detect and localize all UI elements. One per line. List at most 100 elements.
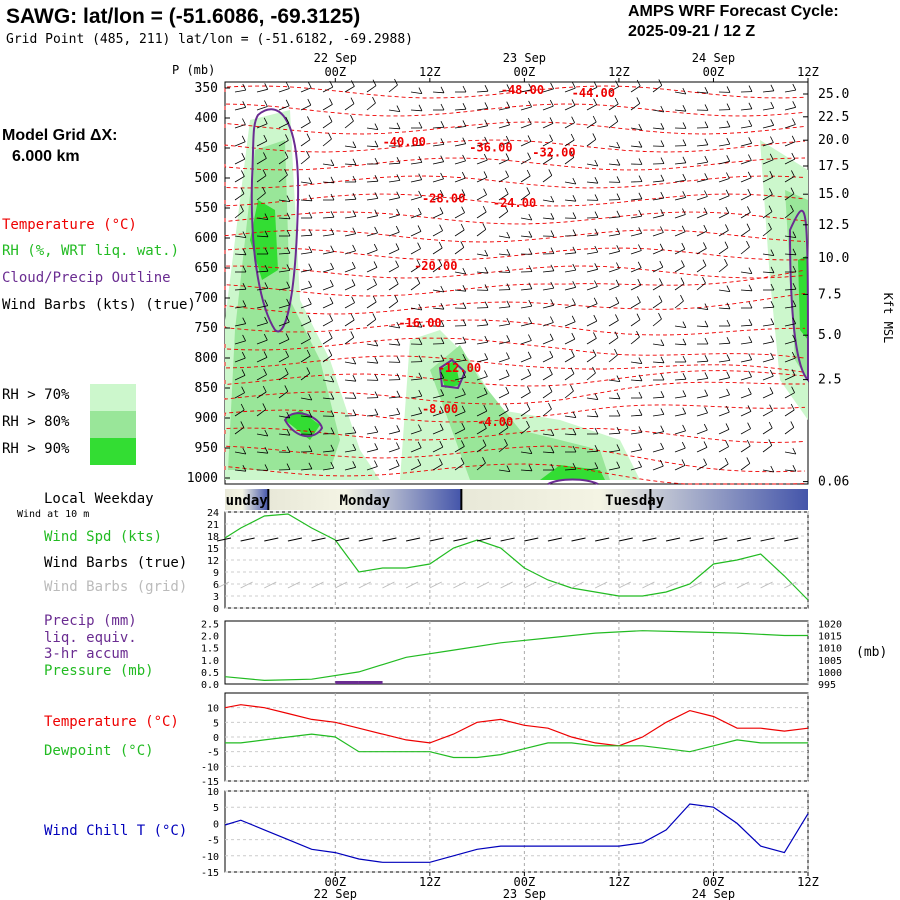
wind-barb xyxy=(366,180,379,183)
wind-barb xyxy=(740,177,752,183)
wind-barb-flag xyxy=(396,373,401,380)
wind-barb-flag xyxy=(748,154,752,161)
wind-barb-flag xyxy=(659,459,664,467)
wind-barb-flag xyxy=(746,457,751,464)
wind-barb xyxy=(454,446,465,453)
wind-barb xyxy=(366,85,377,93)
wind-barb-flag xyxy=(792,231,797,238)
wind-barb xyxy=(586,372,596,381)
wind-barb-flag xyxy=(660,391,665,398)
wind-barb xyxy=(784,392,795,399)
wind-barb xyxy=(344,302,355,309)
wind-barb-flag xyxy=(352,210,357,217)
wind-barb xyxy=(718,394,730,399)
wind-barb-flag xyxy=(329,314,333,321)
wind-barb-flag xyxy=(440,371,445,379)
wind-barb xyxy=(300,234,313,237)
wind-barb xyxy=(630,103,641,111)
wind-barb xyxy=(388,249,400,255)
wind-barb xyxy=(256,357,268,363)
surface-wind-barb xyxy=(264,537,279,542)
wind-barb xyxy=(234,124,246,129)
y-tick-label: 6 xyxy=(213,580,219,591)
wind-barbs-legend: Wind Barbs (kts) (true) xyxy=(2,297,196,313)
wind-barb xyxy=(784,340,796,345)
wind-barb-flag xyxy=(506,300,511,307)
wind-barb-flag xyxy=(704,337,709,345)
wind-barb-flag xyxy=(417,441,422,448)
wind-barb-flag xyxy=(374,123,379,130)
pressure-tick-label: 400 xyxy=(195,111,218,126)
wind-barb xyxy=(498,90,510,93)
wind-barb-flag xyxy=(680,277,685,284)
top-date-label: 23 Sep xyxy=(503,51,546,65)
wind-barb xyxy=(740,194,751,201)
wind-barb-flag xyxy=(748,284,753,291)
wind-barb-flag xyxy=(462,103,467,110)
wind-barb-flag xyxy=(352,193,357,200)
grid-wind-barb xyxy=(547,581,561,589)
wind-barb xyxy=(498,193,509,201)
wind-barb xyxy=(344,466,356,471)
top-time-label: 12Z xyxy=(797,65,819,79)
wind-barb-flag xyxy=(747,206,751,213)
wind-barb xyxy=(762,176,773,183)
wind-barb xyxy=(784,409,795,417)
wind-barb-flag xyxy=(549,350,554,358)
wind-barb xyxy=(234,451,246,455)
y-tick-label: -5 xyxy=(207,836,219,847)
wind-barb-flag xyxy=(570,151,575,158)
wind-barb xyxy=(256,106,268,111)
wind-barb-flag xyxy=(616,392,621,399)
wind-barb xyxy=(564,181,576,185)
wind-barbs-true-legend: Wind Barbs (true) xyxy=(44,555,188,571)
wind-barb-flag xyxy=(770,318,775,325)
wind-barb-flag xyxy=(264,265,269,272)
wind-barb-flag xyxy=(264,247,269,255)
wind-barb xyxy=(696,196,708,201)
bottom-date-label: 23 Sep xyxy=(503,887,546,900)
wind-barb xyxy=(498,159,510,165)
wind-barb-flag xyxy=(638,409,643,416)
wind-barb-flag xyxy=(704,138,709,145)
wind-barb-flag xyxy=(528,334,532,341)
wind-barb xyxy=(322,285,334,291)
wind-barb-flag xyxy=(308,229,313,236)
surface-wind-barb xyxy=(760,537,775,542)
wind-barb-flag xyxy=(548,151,553,159)
bottom-time-label: 12Z xyxy=(797,875,819,889)
wind-barb-flag xyxy=(373,243,378,251)
wind-barb xyxy=(322,467,334,471)
wind-barb-flag xyxy=(792,334,796,342)
wind-barb xyxy=(476,445,487,453)
wind-barb xyxy=(542,322,554,327)
surface-wind-barb xyxy=(382,537,397,542)
wind-barb xyxy=(652,249,664,255)
wind-barb-flag xyxy=(682,156,687,163)
wind-barb xyxy=(586,397,598,400)
wind-barb xyxy=(256,123,268,129)
wind-barb-flag xyxy=(770,136,774,143)
wind-barb xyxy=(278,339,290,345)
wind-barb xyxy=(608,121,619,129)
wind-barb-flag xyxy=(770,101,775,109)
wind-barb-flag xyxy=(264,282,269,289)
wind-barb xyxy=(608,320,619,327)
wind-barb-flag xyxy=(396,139,401,147)
wind-barb xyxy=(234,469,246,472)
wind-barb-flag xyxy=(790,403,795,411)
wind-barb xyxy=(520,193,531,201)
wind-barb-flag xyxy=(638,141,643,148)
wind-barb xyxy=(696,395,708,399)
wind-barb-flag xyxy=(549,368,553,375)
temperature-contour xyxy=(224,269,806,297)
wind-barb-flag xyxy=(638,391,643,399)
wind-barb-flag xyxy=(594,410,599,417)
wind-barb-flag xyxy=(240,187,245,194)
wind-barb xyxy=(696,412,708,417)
y-tick-label: -15 xyxy=(201,868,219,879)
wind-barb-flag xyxy=(572,463,577,470)
pressure-legend: Pressure (mb) xyxy=(44,663,154,679)
wind-barb-flag xyxy=(527,368,532,376)
wind-barb xyxy=(322,138,332,147)
